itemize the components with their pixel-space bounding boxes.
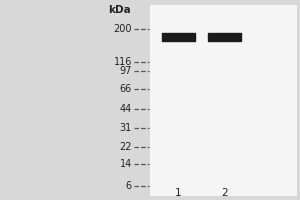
Text: 6: 6 — [126, 181, 132, 191]
Bar — [162, 33, 195, 40]
Text: 14: 14 — [120, 159, 132, 169]
Text: 116: 116 — [114, 57, 132, 67]
Bar — [150, 5, 297, 196]
Text: 2: 2 — [222, 188, 228, 198]
Text: 97: 97 — [120, 66, 132, 76]
Text: kDa: kDa — [108, 5, 130, 15]
Text: 31: 31 — [120, 123, 132, 133]
Text: 66: 66 — [120, 84, 132, 94]
Bar — [208, 33, 242, 40]
Text: 22: 22 — [119, 142, 132, 152]
Text: 1: 1 — [175, 188, 182, 198]
Text: 44: 44 — [120, 104, 132, 114]
Text: 200: 200 — [113, 24, 132, 34]
